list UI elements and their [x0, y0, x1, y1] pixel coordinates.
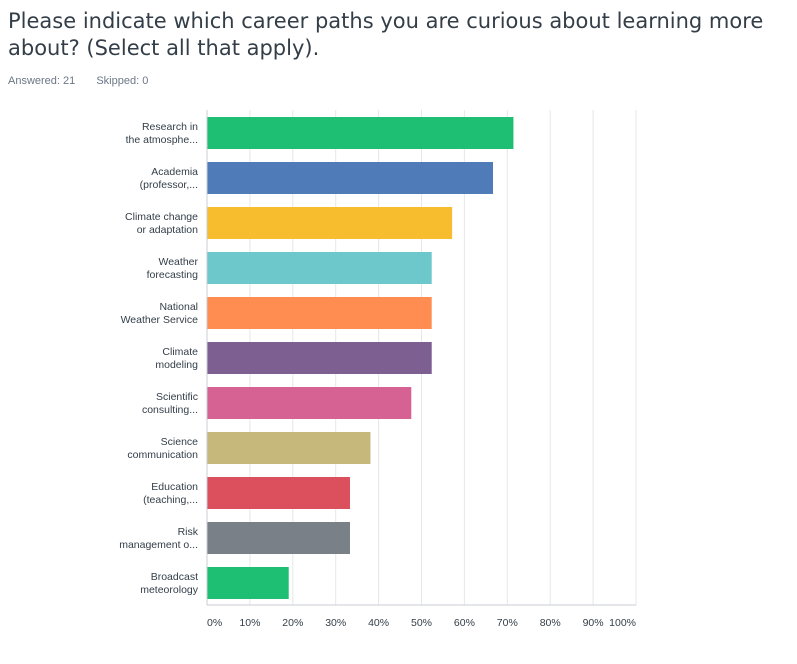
bar	[207, 342, 432, 374]
bar-chart: Research in the atmosphe... Academia (profe…	[119, 110, 637, 629]
x-tick-label: 50%	[411, 617, 432, 629]
bar	[207, 297, 432, 329]
skipped-count: Skipped: 0	[96, 75, 149, 87]
bar	[207, 162, 494, 194]
category-label: Education (teaching,...	[143, 481, 198, 506]
category-label: Academia (professor,...	[140, 166, 199, 191]
bar	[207, 207, 453, 239]
category-label: Broadcast meteorology	[140, 571, 199, 596]
x-tick-label: 10%	[239, 617, 260, 629]
x-tick-label: 40%	[368, 617, 389, 629]
x-tick-label: 70%	[497, 617, 518, 629]
bar	[207, 432, 371, 464]
response-stats: Answered: 21 Skipped: 0	[8, 75, 166, 87]
bar	[207, 387, 412, 419]
x-tick-label: 80%	[540, 617, 561, 629]
x-tick-label: 90%	[583, 617, 604, 629]
category-label: Science communication	[127, 436, 198, 461]
category-label: Scientific consulting...	[142, 391, 198, 416]
x-tick-label: 60%	[454, 617, 475, 629]
bar	[207, 567, 289, 599]
category-label: Climate change or adaptation	[125, 211, 198, 236]
category-label: Climate modeling	[155, 346, 198, 371]
bar	[207, 477, 350, 509]
category-label: National Weather Service	[121, 301, 199, 326]
x-tick-label: 100%	[609, 617, 636, 629]
question-title: Please indicate which career paths you a…	[8, 9, 764, 60]
category-label: Weather forecasting	[147, 256, 199, 281]
category-label: Research in the atmosphe...	[126, 121, 199, 146]
x-tick-label: 20%	[282, 617, 303, 629]
answered-count: Answered: 21	[8, 75, 76, 87]
category-label: Risk management o...	[119, 526, 199, 551]
x-tick-label: 30%	[325, 617, 346, 629]
bar	[207, 252, 432, 284]
bar	[207, 117, 514, 149]
bar	[207, 522, 350, 554]
x-tick-label: 0%	[207, 617, 222, 629]
